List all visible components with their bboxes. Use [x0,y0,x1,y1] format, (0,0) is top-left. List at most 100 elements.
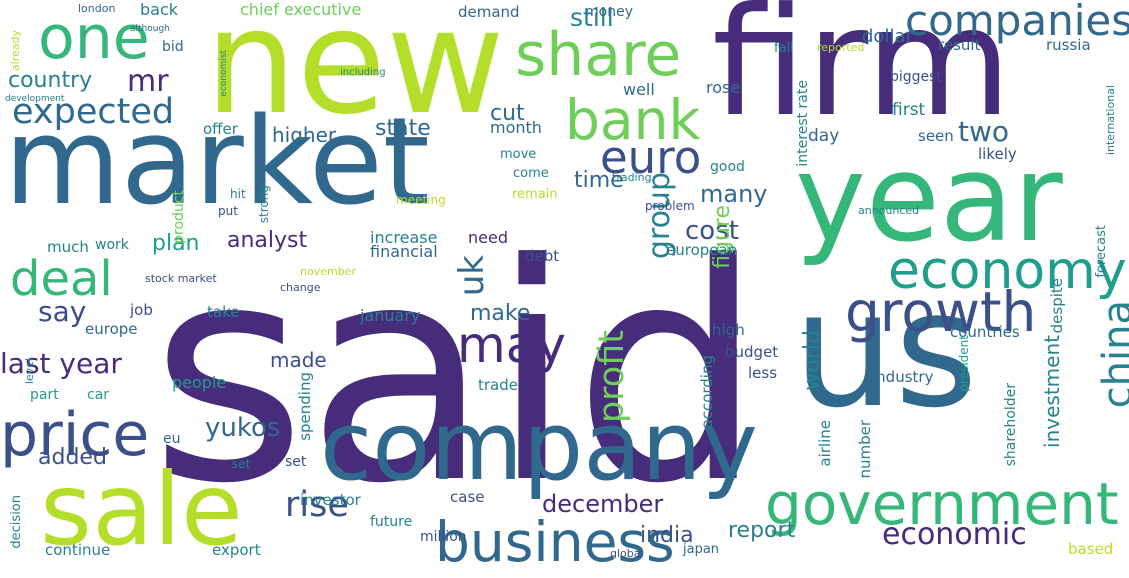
cloud-word: biggest [890,69,942,85]
cloud-word: profit [592,330,632,424]
cloud-word: chief executive [240,0,362,19]
cloud-word: meeting [396,193,446,207]
cloud-word: state [375,116,431,141]
cloud-word: demand [458,3,520,21]
cloud-word: likely [978,145,1017,163]
cloud-word: bank [565,88,701,152]
cloud-word: economic [882,517,1027,552]
cloud-word: job [130,301,153,319]
cloud-word: firm [712,0,1012,150]
cloud-word: already [9,30,22,72]
cloud-word: two [958,115,1010,148]
cloud-word: set [285,454,307,470]
cloud-word: need [468,228,508,247]
cloud-word: offer [203,120,238,138]
cloud-word: investor [300,491,361,509]
cloud-word: one [38,3,150,73]
cloud-word: take [207,303,240,321]
cloud-word: financial [370,242,438,261]
cloud-word: deal [10,251,113,307]
cloud-word: people [172,373,227,392]
cloud-word: rose [706,78,741,97]
cloud-word: eu [163,431,181,447]
cloud-word: much [47,238,89,256]
cloud-word: bid [162,39,184,55]
cloud-word: made [270,348,327,372]
cloud-word: last year [0,347,122,380]
cloud-word: business [435,510,675,574]
cloud-word: many [700,180,768,208]
cloud-word: announced [858,204,920,217]
cloud-word: based [1068,540,1114,558]
cloud-word: work [95,237,129,253]
cloud-word: cost [685,216,739,246]
cloud-word: economist [219,50,229,97]
cloud-word: growth [845,280,1037,344]
cloud-word: forecast [1094,225,1109,278]
cloud-word: cut [490,101,525,126]
cloud-word: global [610,547,644,560]
cloud-word: time [574,168,624,193]
cloud-word: spending [296,372,314,441]
cloud-word: make [470,301,531,326]
cloud-word: million [420,529,467,545]
cloud-word: yukos [205,413,281,443]
cloud-word: year [795,130,1063,269]
cloud-word: international [1104,85,1117,156]
cloud-word: added [38,445,107,470]
cloud-word: although [130,24,170,34]
cloud-word: rise [285,485,349,525]
cloud-word: economy [888,241,1127,301]
cloud-word: stock market [145,272,217,285]
cloud-word: trading [612,171,652,184]
cloud-word: mr [127,64,169,99]
cloud-word: countries [950,323,1020,341]
cloud-word: investment [1040,335,1064,448]
cloud-word: month [490,118,542,137]
cloud-word: november [300,265,356,278]
cloud-word: shareholder [1003,383,1019,467]
cloud-word: government [765,470,1119,538]
cloud-word: debt [525,247,560,265]
cloud-word: budget [725,343,779,361]
cloud-word: day [808,126,840,146]
cloud-word: change [280,281,321,294]
cloud-word: european [666,241,738,259]
cloud-word: problem [645,199,695,213]
cloud-word: president [957,335,971,392]
cloud-word: report [728,518,796,543]
cloud-word: december [542,490,664,518]
cloud-word: less [748,364,778,382]
cloud-word: expected [12,92,175,132]
cloud-word: back [140,0,179,19]
cloud-word: higher [272,123,337,147]
cloud-word: money [585,4,633,20]
cloud-word: world [800,330,825,391]
cloud-word: level [23,358,36,385]
cloud-word: still [570,3,614,32]
cloud-word: case [450,488,485,506]
cloud-word: euro [600,131,702,184]
cloud-word: well [623,80,655,99]
cloud-word: share [515,20,682,90]
cloud-word: january [360,306,421,325]
cloud-word: car [87,387,110,403]
cloud-word: india [640,523,694,548]
cloud-word: continue [45,541,111,559]
cloud-word: number [856,420,874,479]
cloud-word: set [232,457,251,471]
cloud-word: us [793,256,978,443]
cloud-word: say [38,295,87,328]
cloud-word: russia [1046,36,1091,54]
cloud-word: future [370,514,413,530]
cloud-word: market [4,93,430,232]
cloud-word: high [712,321,745,339]
cloud-word: hit [230,187,246,201]
cloud-word: increase [370,228,438,247]
cloud-word: good [710,159,745,175]
cloud-word: decision [9,495,24,549]
cloud-word: move [500,147,537,162]
cloud-word: price [0,400,150,470]
cloud-word: may [457,316,566,374]
